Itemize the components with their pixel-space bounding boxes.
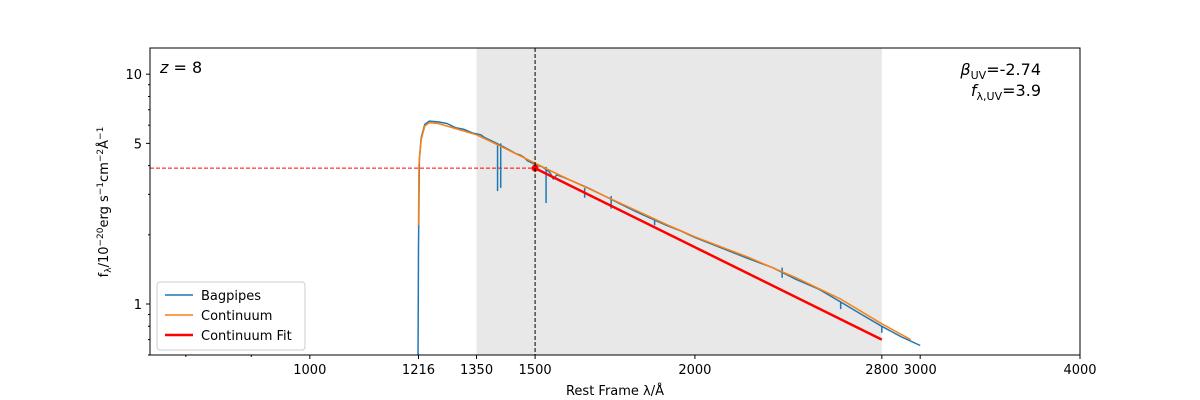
flux-uv-label: fλ,UV=3.9 — [971, 81, 1041, 103]
y-tick-label: 5 — [134, 137, 142, 152]
annotations: z = 8 βUV=-2.74 fλ,UV=3.9 — [159, 58, 1041, 103]
legend-box — [156, 281, 306, 351]
y-axis-label: fλ/10−20erg s−1cm−2Å−1 — [96, 127, 114, 278]
x-tick-label: 1000 — [293, 363, 326, 378]
x-tick-label: 4000 — [1063, 363, 1096, 378]
axes-frame — [149, 47, 1081, 356]
x-tick-label: 2800 — [865, 363, 898, 378]
legend-label: Continuum Fit — [201, 329, 292, 344]
legend: Bagpipes Continuum Continuum Fit — [156, 281, 306, 351]
x-tick-label: 3000 — [904, 363, 937, 378]
x-tick-label: 1350 — [460, 363, 493, 378]
series-line-continuum — [417, 121, 912, 341]
y-tick-label: 10 — [125, 68, 142, 83]
plot-area — [150, 48, 921, 355]
x-tick-label: 1216 — [402, 363, 435, 378]
x-tick-label: 1500 — [519, 363, 552, 378]
legend-label: Continuum — [201, 309, 272, 324]
x-tick-label: 2000 — [678, 363, 711, 378]
redshift-label: z = 8 — [159, 58, 202, 77]
axes: 1000 1216 1350 1500 2000 2800 3000 4000 1 5 10 — [125, 47, 1097, 378]
series-line-continuum-fit — [534, 167, 883, 341]
legend-label: Bagpipes — [201, 289, 261, 304]
beta-uv-label: βUV=-2.74 — [959, 60, 1041, 82]
shaded-region — [476, 48, 882, 355]
y-tick-label: 1 — [134, 298, 142, 313]
x-axis-label: Rest Frame λ/Å — [566, 383, 664, 399]
